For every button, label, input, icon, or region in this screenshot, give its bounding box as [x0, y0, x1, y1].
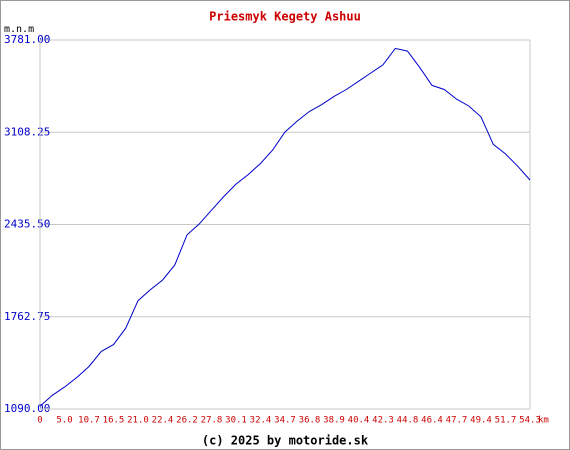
chart-title: Priesmyk Kegety Ashuu [209, 10, 361, 24]
x-tick-label: 49.4 [470, 416, 492, 426]
x-tick-label: 51.7 [495, 416, 517, 426]
x-tick-label: 0 [37, 416, 42, 426]
y-tick-label: 1762.75 [4, 310, 50, 323]
y-tick-label: 3781.00 [4, 33, 50, 46]
x-tick-label: 30.1 [225, 416, 247, 426]
x-tick-label: 27.8 [201, 416, 223, 426]
x-tick-label: 32.4 [250, 416, 272, 426]
x-tick-label: 40.4 [348, 416, 370, 426]
x-tick-label: 16.5 [103, 416, 125, 426]
x-tick-label: 47.7 [446, 416, 468, 426]
y-axis-label: m.n.m [4, 24, 34, 35]
x-tick-label: 5.0 [56, 416, 72, 426]
y-tick-label: 1090.00 [4, 402, 50, 415]
x-tick-label: 46.4 [421, 416, 443, 426]
x-tick-label: 54.3 [519, 416, 541, 426]
y-tick-label: 3108.25 [4, 125, 50, 138]
footer: (c) 2025 by motoride.sk [202, 434, 369, 448]
elevation-line [39, 47, 531, 407]
x-tick-label: 44.8 [397, 416, 419, 426]
x-tick-label: 36.8 [299, 416, 321, 426]
y-tick-label: 2435.50 [4, 218, 50, 231]
x-tick-label: 34.7 [274, 416, 296, 426]
x-tick-label: 38.9 [323, 416, 345, 426]
x-tick-label: 22.4 [152, 416, 174, 426]
x-unit: km [538, 416, 549, 426]
x-tick-label: 26.2 [176, 416, 198, 426]
x-tick-label: 21.0 [127, 416, 149, 426]
x-tick-label: 42.3 [372, 416, 394, 426]
x-tick-label: 10.7 [78, 416, 100, 426]
